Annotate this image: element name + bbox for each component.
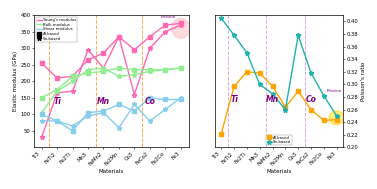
Text: Mn: Mn bbox=[266, 95, 279, 104]
Al-based bbox=[322, 119, 326, 122]
Text: Pristine: Pristine bbox=[327, 89, 342, 93]
Sn-based bbox=[309, 72, 313, 74]
Sn-based bbox=[219, 17, 224, 19]
X-axis label: Materials: Materials bbox=[267, 169, 291, 174]
Text: Ti: Ti bbox=[230, 95, 238, 104]
Text: Ti: Ti bbox=[53, 97, 61, 106]
Sn-based bbox=[322, 95, 326, 97]
Al-based bbox=[232, 85, 236, 88]
Al-based bbox=[334, 119, 339, 121]
Al-based bbox=[257, 72, 262, 74]
Ellipse shape bbox=[329, 111, 344, 125]
Text: Co: Co bbox=[306, 95, 316, 104]
Text: Co: Co bbox=[144, 97, 155, 106]
Legend: Young's modulus, Bulk modulus, Shear modulus, Al-based, Sn-based: Young's modulus, Bulk modulus, Shear mod… bbox=[36, 17, 77, 42]
Al-based bbox=[296, 90, 300, 92]
Sn-based bbox=[334, 115, 339, 117]
Ellipse shape bbox=[172, 18, 190, 38]
Sn-based bbox=[245, 52, 249, 54]
Al-based bbox=[245, 71, 249, 73]
Sn-based bbox=[283, 108, 288, 111]
Al-based bbox=[219, 132, 224, 135]
Al-based bbox=[309, 108, 313, 111]
Sn-based bbox=[232, 34, 236, 36]
Legend: Al-based, Sn-based: Al-based, Sn-based bbox=[266, 135, 292, 146]
Al-based bbox=[270, 85, 275, 88]
Sn-based bbox=[257, 83, 262, 86]
Sn-based bbox=[270, 93, 275, 95]
Line: Sn-based: Sn-based bbox=[219, 16, 339, 118]
Line: Al-based: Al-based bbox=[219, 70, 339, 135]
Al-based bbox=[283, 106, 288, 108]
Y-axis label: Elastic modulus (GPa): Elastic modulus (GPa) bbox=[12, 51, 18, 111]
X-axis label: Materials: Materials bbox=[99, 169, 124, 174]
Y-axis label: Poisson's ratio: Poisson's ratio bbox=[361, 62, 366, 101]
Text: Mn: Mn bbox=[97, 97, 110, 106]
Sn-based bbox=[296, 34, 300, 36]
Text: Pristine: Pristine bbox=[161, 15, 176, 19]
